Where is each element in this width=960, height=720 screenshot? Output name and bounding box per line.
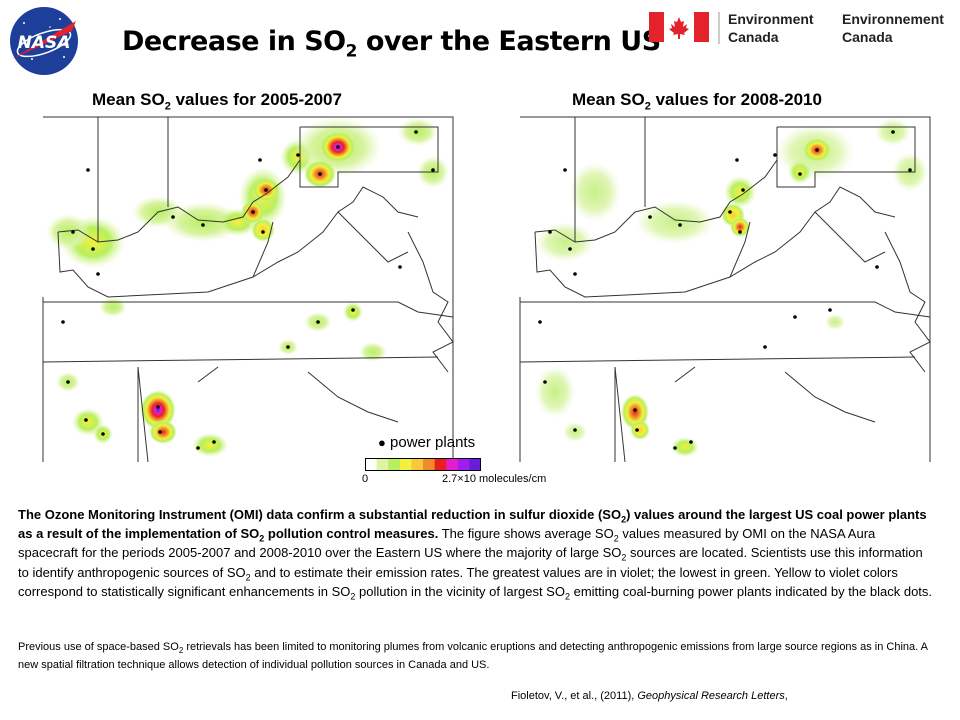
colorbar-swatch: [423, 458, 435, 471]
nasa-logo-text: NASA: [18, 33, 71, 53]
nasa-logo: NASA: [10, 7, 78, 75]
ec-english-line-2: Canada: [728, 29, 779, 45]
colorbar-swatch: [434, 458, 447, 471]
colorbar-border: [365, 458, 481, 471]
canada-flag-icon: [649, 12, 709, 42]
state-boundaries: [519, 116, 931, 463]
colorbar-swatch: [376, 458, 389, 471]
environment-canada-logo: Environment Canada Environnement Canada: [646, 8, 956, 48]
colorbar-swatch: [388, 458, 401, 471]
power-plants-label: power plants: [390, 434, 476, 451]
colorbar-swatch: [411, 458, 424, 471]
ec-french-line-2: Canada: [842, 29, 893, 45]
colorbar-swatch: [446, 458, 459, 471]
colorbar-swatch: [457, 458, 470, 471]
previous-work-text: Previous use of space-based SO2 retrieva…: [18, 641, 928, 672]
power-plant-markers: [61, 130, 435, 450]
page-title: Decrease in SO2 over the Eastern US: [122, 26, 661, 62]
left-panel-title: Mean SO2 values for 2005-2007: [92, 90, 342, 113]
citation: Fioletov, V., et al., (2011), Geophysica…: [511, 690, 788, 702]
power-plant-dot-icon: ●: [378, 435, 386, 450]
state-boundaries: [42, 116, 454, 463]
so2-map-2005-2007: [38, 112, 460, 468]
colorbar-swatch: [365, 458, 377, 471]
description-text: The Ozone Monitoring Instrument (OMI) da…: [18, 507, 933, 602]
colorbar: [365, 458, 481, 471]
right-panel-title: Mean SO2 values for 2008-2010: [572, 90, 822, 113]
colorbar-swatch: [399, 458, 412, 471]
so2-concentration-field: [535, 118, 928, 457]
so2-concentration-field: [46, 117, 449, 457]
power-plant-markers: [538, 130, 912, 450]
colorbar-swatch: [469, 458, 481, 471]
colorbar-min-label: 0: [362, 473, 369, 485]
power-plants-legend: ● power plants: [378, 434, 475, 451]
ec-french-line-1: Environnement: [842, 11, 944, 27]
colorbar-max-label: 2.7×10 molecules/cm: [442, 473, 547, 485]
so2-map-2008-2010: [515, 112, 937, 468]
ec-english-line-1: Environment: [728, 11, 814, 27]
